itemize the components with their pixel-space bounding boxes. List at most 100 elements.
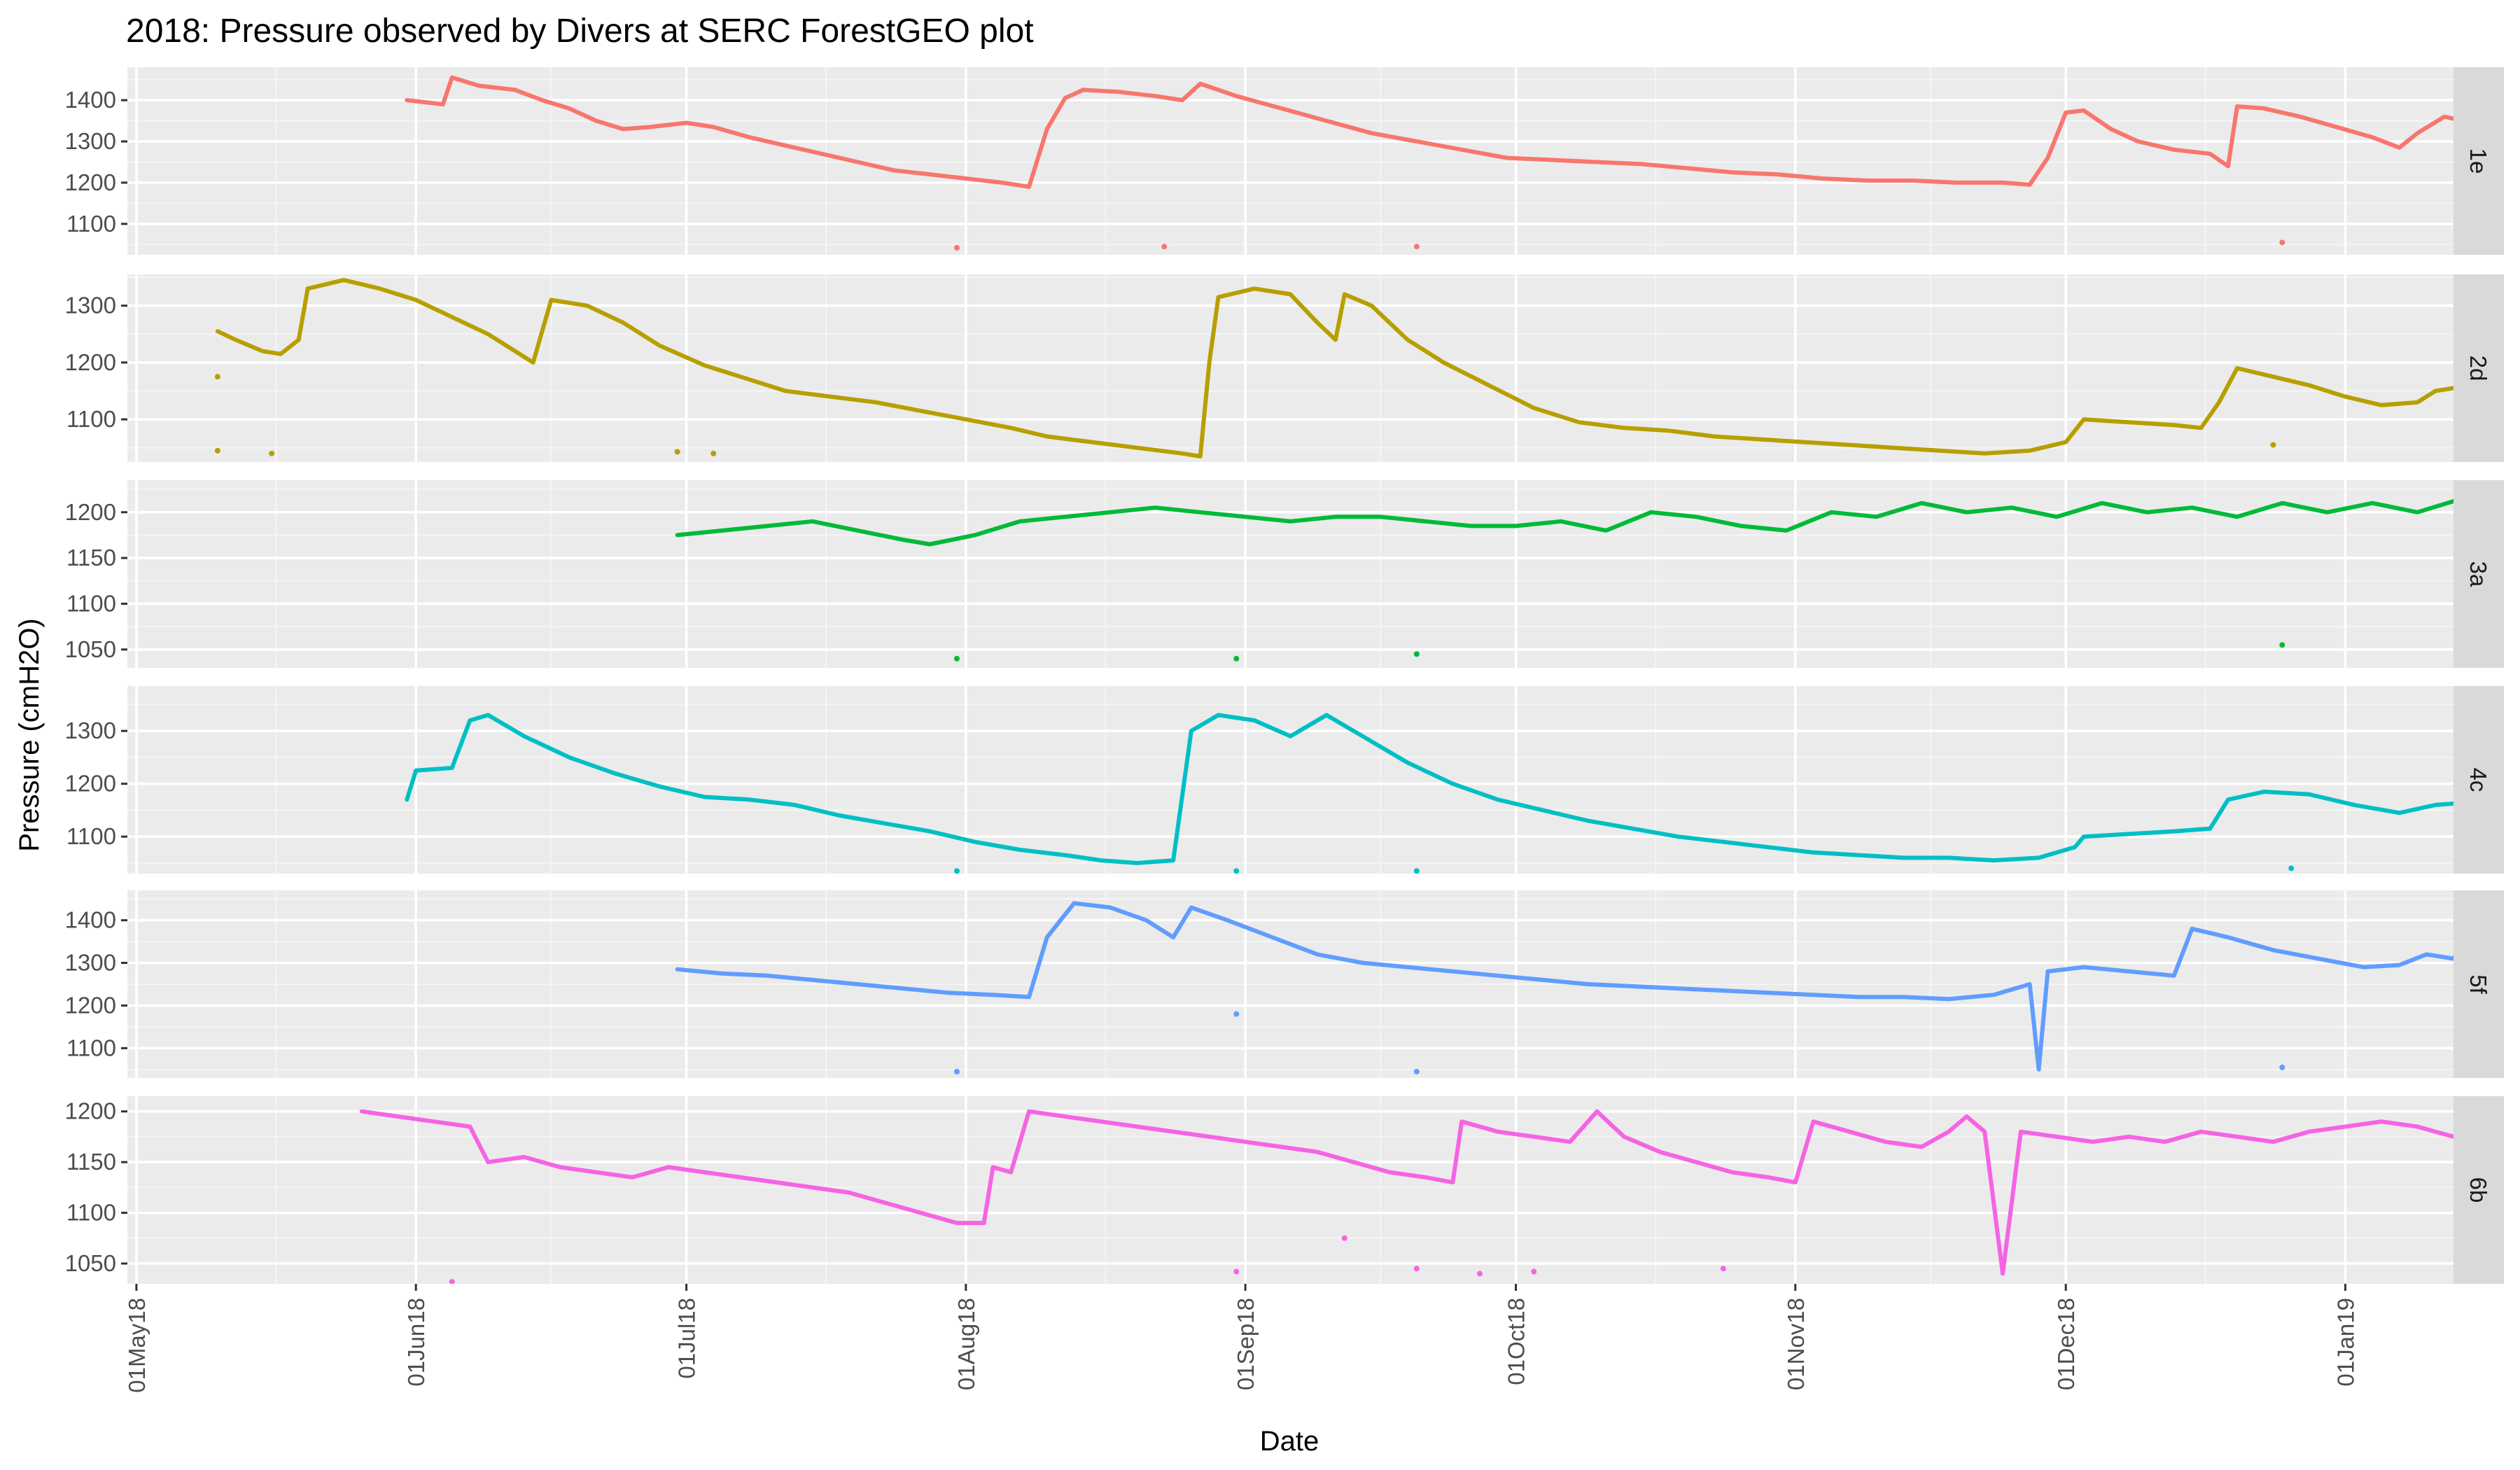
- facet-strip: [2454, 67, 2504, 255]
- y-tick-label: 1150: [66, 545, 116, 570]
- panel-background: [127, 480, 2454, 668]
- y-tick-label: 1300: [65, 128, 116, 154]
- panel-4c: 1100 1200 1300 4c: [65, 686, 2504, 874]
- panel-2d: 1100 1200 1300 2d: [65, 274, 2504, 462]
- outlier-point: [1413, 1068, 1420, 1074]
- outlier-point: [953, 868, 960, 874]
- series-line-6b: [359, 1109, 2454, 1276]
- outlier-point: [1413, 868, 1420, 874]
- facet-label-5f: 5f: [2465, 974, 2491, 994]
- facet-label-3a: 3a: [2465, 561, 2491, 587]
- outlier-point: [953, 244, 960, 251]
- y-tick-label: 1400: [65, 87, 116, 113]
- outlier-point: [1233, 868, 1240, 874]
- x-tick-label: 01Jul18: [674, 1298, 700, 1379]
- outlier-point: [2279, 1064, 2286, 1070]
- series-line-1e: [405, 75, 2454, 189]
- x-tick-label: 01Jan19: [2332, 1298, 2358, 1387]
- outlier-point: [1476, 1270, 1483, 1277]
- panel-6b: 1050 1100 1150 1200 6b: [65, 1096, 2504, 1284]
- y-tick-label: 1400: [65, 907, 116, 933]
- y-tick-label: 1150: [66, 1149, 116, 1175]
- facet-label-1e: 1e: [2465, 148, 2491, 174]
- series-1e: [405, 75, 2454, 251]
- y-tick-label: 1100: [66, 590, 116, 616]
- x-axis: 01May18 01Jun18 01Jul18 01Aug18 01Sep18 01Oct…: [124, 1284, 2358, 1393]
- series-6b: [359, 1109, 2454, 1284]
- y-tick-label: 1100: [66, 1035, 116, 1060]
- panel-background: [127, 686, 2454, 874]
- facet-label-2d: 2d: [2465, 356, 2491, 382]
- facet-strip: [2454, 274, 2504, 462]
- y-tick-label: 1300: [65, 950, 116, 976]
- x-tick-label: 01Jun18: [403, 1298, 429, 1387]
- outlier-point: [269, 450, 275, 456]
- series-4c: [405, 713, 2454, 874]
- x-tick-label: 01Sep18: [1233, 1298, 1259, 1390]
- outlier-point: [2279, 239, 2286, 246]
- y-tick-label: 1200: [65, 771, 116, 797]
- y-tick-label: 1100: [66, 823, 116, 849]
- facet-label-6b: 6b: [2465, 1177, 2491, 1203]
- outlier-point: [1531, 1268, 1537, 1275]
- y-tick-label: 1200: [65, 169, 116, 195]
- y-tick-label: 1200: [65, 349, 116, 375]
- outlier-point: [1341, 1235, 1348, 1241]
- outlier-point: [2288, 865, 2295, 872]
- series-3a: [675, 498, 2454, 662]
- x-tick-label: 01Nov18: [1783, 1298, 1809, 1390]
- chart-title: 2018: Pressure observed by Divers at SER…: [126, 13, 1034, 50]
- panel-5f: 1100 1200 1300 1400 5f: [65, 890, 2504, 1078]
- y-tick-label: 1100: [66, 406, 116, 432]
- y-tick-label: 1200: [65, 499, 116, 525]
- outlier-point: [953, 655, 960, 662]
- panel-1e: 1100 1200 1300 1400 1e: [65, 67, 2504, 255]
- y-tick-label: 1100: [66, 211, 116, 237]
- series-5f: [675, 901, 2454, 1074]
- panels: 1100 1200 1300 1400 1e 1100 1200 1300 2d 1050 1100…: [65, 67, 2504, 1284]
- series-line-4c: [405, 713, 2454, 865]
- facet-strip: [2454, 686, 2504, 874]
- panel-background: [127, 1096, 2454, 1284]
- facet-label-4c: 4c: [2465, 768, 2491, 792]
- y-tick-label: 1200: [65, 992, 116, 1018]
- panel-background: [127, 67, 2454, 255]
- panel-background: [127, 274, 2454, 462]
- x-tick-label: 01May18: [124, 1298, 150, 1393]
- y-tick-label: 1050: [65, 636, 116, 662]
- outlier-point: [2279, 642, 2286, 648]
- series-line-2d: [215, 278, 2454, 458]
- series-2d: [214, 278, 2454, 458]
- outlier-point: [1233, 1011, 1240, 1017]
- outlier-point: [449, 1279, 455, 1284]
- facet-strip: [2454, 480, 2504, 668]
- x-axis-title: Date: [1260, 1426, 1320, 1457]
- facet-strip: [2454, 890, 2504, 1078]
- facet-strip: [2454, 1096, 2504, 1284]
- outlier-point: [953, 1068, 960, 1074]
- panel-3a: 1050 1100 1150 1200 3a: [65, 480, 2504, 668]
- y-tick-label: 1300: [65, 293, 116, 318]
- outlier-point: [1233, 1268, 1240, 1275]
- series-line-5f: [675, 901, 2454, 1072]
- x-tick-label: 01Oct18: [1503, 1298, 1529, 1385]
- outlier-point: [674, 449, 680, 455]
- outlier-point: [2270, 442, 2276, 448]
- outlier-point: [1233, 655, 1240, 662]
- x-tick-label: 01Aug18: [953, 1298, 979, 1390]
- outlier-point: [1413, 244, 1420, 250]
- series-line-3a: [675, 498, 2454, 547]
- x-tick-label: 01Dec18: [2053, 1298, 2079, 1390]
- y-axis-title: Pressure (cmH2O): [14, 618, 45, 851]
- y-tick-label: 1200: [65, 1098, 116, 1124]
- outlier-point: [1161, 244, 1168, 250]
- y-tick-label: 1100: [66, 1200, 116, 1226]
- outlier-point: [1720, 1266, 1726, 1272]
- outlier-point: [1413, 1266, 1420, 1272]
- y-tick-label: 1300: [65, 718, 116, 743]
- y-tick-label: 1050: [65, 1250, 116, 1276]
- outlier-point: [214, 447, 220, 454]
- outlier-point: [214, 374, 220, 380]
- outlier-point: [1413, 651, 1420, 657]
